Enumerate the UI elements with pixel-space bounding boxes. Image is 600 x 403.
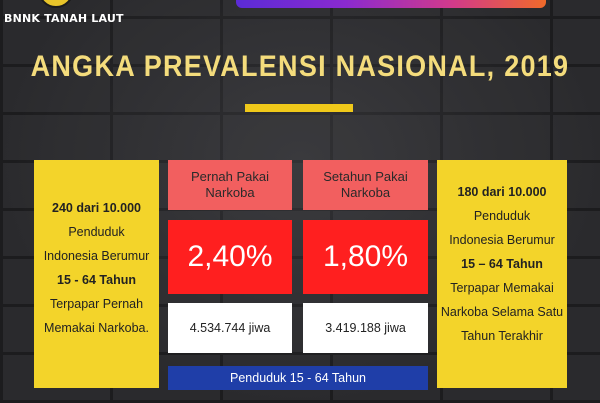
right-card-line: Tahun Terakhir	[461, 329, 543, 343]
top-banner	[236, 0, 546, 8]
left-card-line: Memakai Narkoba.	[44, 321, 149, 335]
left-card-line: Penduduk	[68, 225, 125, 239]
header-line: Narkoba	[205, 185, 255, 200]
left-card-line: Terpapar Pernah	[49, 297, 144, 311]
header-line: Pernah Pakai	[190, 169, 270, 184]
left-card-line: 15 - 64 Tahun	[57, 273, 136, 287]
setahun-pakai-count: 3.419.188 jiwa	[303, 303, 428, 353]
setahun-pakai-percent: 1,80%	[303, 220, 428, 294]
setahun-pakai-header: Setahun Pakai Narkoba	[303, 160, 428, 210]
title-underline	[245, 104, 353, 112]
population-footer: Penduduk 15 - 64 Tahun	[168, 366, 428, 390]
page-title: ANGKA PREVALENSI NASIONAL, 2019	[30, 50, 570, 83]
left-info-card: 240 dari 10.000 Penduduk Indonesia Berum…	[34, 160, 159, 388]
right-info-card: 180 dari 10.000 Penduduk Indonesia Berum…	[437, 160, 567, 388]
pernah-pakai-header: Pernah Pakai Narkoba	[168, 160, 292, 210]
pernah-pakai-percent: 2,40%	[168, 220, 292, 294]
right-card-line: Narkoba Selama Satu	[440, 305, 564, 319]
header-line: Narkoba	[340, 185, 391, 200]
logo: BNNK TANAH LAUT	[0, 0, 123, 30]
right-card-line: Terpapar Memakai	[450, 281, 554, 295]
left-card-line: Indonesia Berumur	[43, 249, 150, 263]
right-card-line: Indonesia Berumur	[449, 233, 555, 247]
left-card-line: 240 dari 10.000	[52, 201, 141, 215]
right-card-line: 180 dari 10.000	[457, 185, 547, 199]
bnnk-emblem-icon	[38, 0, 74, 8]
pernah-pakai-count: 4.534.744 jiwa	[168, 303, 292, 353]
right-card-line: 15 – 64 Tahun	[461, 257, 543, 271]
logo-text: BNNK TANAH LAUT	[4, 12, 124, 25]
header-line: Setahun Pakai	[323, 169, 408, 184]
right-card-line: Penduduk	[473, 209, 531, 223]
